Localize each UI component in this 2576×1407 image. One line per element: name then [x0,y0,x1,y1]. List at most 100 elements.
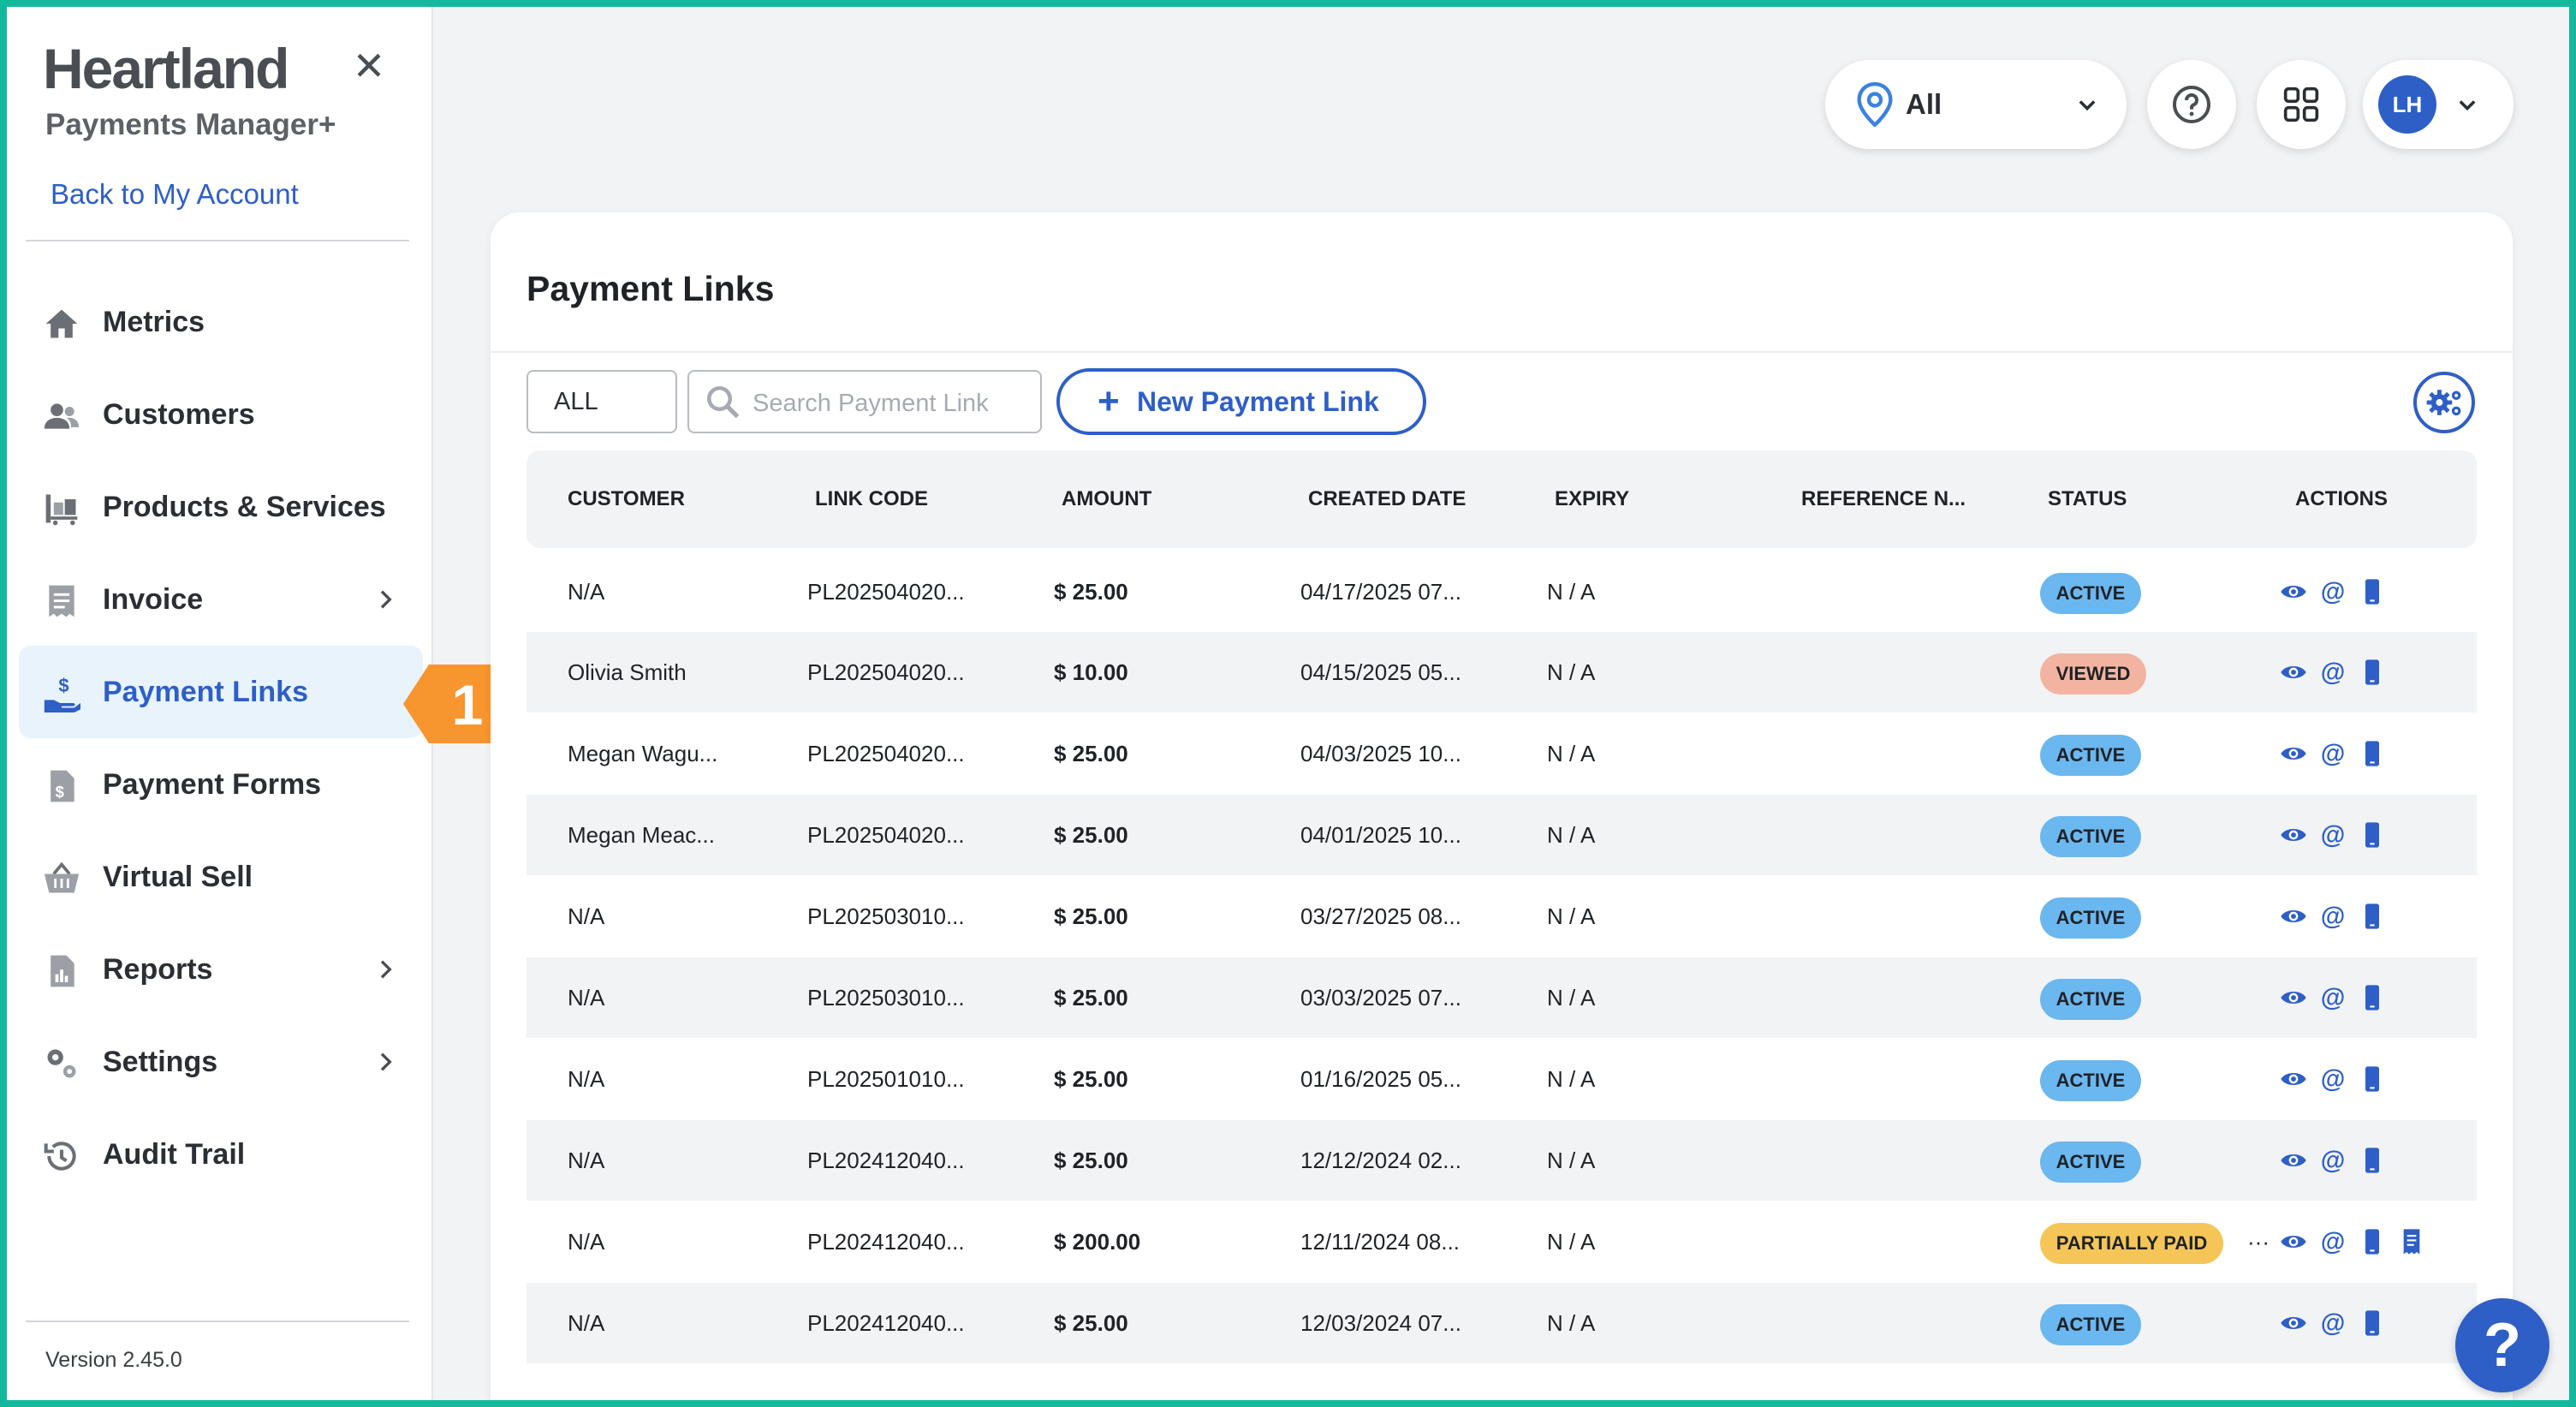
eye-icon[interactable] [2280,659,2307,686]
sidebar-item-invoice[interactable]: Invoice [19,553,423,646]
eye-icon[interactable] [2280,984,2307,1011]
location-select[interactable]: All [1825,60,2127,149]
mobile-phone-icon[interactable] [2359,1147,2386,1174]
email-at-icon[interactable]: @ [2319,740,2347,767]
column-header-customer[interactable]: CUSTOMER [568,487,685,510]
new-payment-link-button[interactable]: + New Payment Link [1056,368,1426,435]
cell-link-code[interactable]: PL202504020... [807,741,965,766]
email-at-icon[interactable]: @ [2319,578,2347,605]
table-row[interactable]: N/A PL202504020... $ 25.00 04/17/2025 07… [527,551,2477,632]
plus-icon: + [1098,380,1120,422]
column-header-reference[interactable]: REFERENCE N... [1801,487,1966,510]
sidebar-item-metrics[interactable]: Metrics [19,276,423,368]
sidebar-item-settings[interactable]: Settings [19,1016,423,1108]
card-divider [491,351,2513,353]
sidebar-item-label: Invoice [103,583,204,616]
sidebar-item-audit-trail[interactable]: Audit Trail [19,1108,423,1201]
mobile-phone-icon[interactable] [2359,740,2386,767]
cell-expiry: N / A [1547,985,1596,1011]
apps-button[interactable] [2257,60,2346,149]
search-input[interactable] [751,384,1028,423]
cell-expiry: N / A [1547,1148,1596,1173]
eye-icon[interactable] [2280,1065,2307,1093]
eye-icon[interactable] [2280,903,2307,930]
table-row[interactable]: Megan Meac... PL202504020... $ 25.00 04/… [527,795,2477,875]
table-settings-button[interactable] [2413,372,2475,433]
table-row[interactable]: N/A PL202412040... $ 25.00 12/12/2024 02… [527,1120,2477,1201]
column-header-amount[interactable]: AMOUNT [1062,487,1152,510]
status-badge: ACTIVE [2040,735,2141,776]
email-at-icon[interactable]: @ [2319,821,2347,849]
eye-icon[interactable] [2280,578,2307,605]
cell-created-date: 03/03/2025 07... [1300,985,1461,1011]
step-callout: 1 [403,665,509,743]
eye-icon[interactable] [2280,740,2307,767]
sidebar-item-virtual-sell[interactable]: Virtual Sell [19,831,423,923]
email-at-icon[interactable]: @ [2319,903,2347,930]
email-at-icon[interactable]: @ [2319,984,2347,1011]
column-header-link-code[interactable]: LINK CODE [815,487,928,510]
mobile-phone-icon[interactable] [2359,1065,2386,1093]
mobile-phone-icon[interactable] [2359,903,2386,930]
mobile-phone-icon[interactable] [2359,1309,2386,1337]
cell-link-code[interactable]: PL202412040... [807,1310,965,1336]
email-at-icon[interactable]: @ [2319,659,2347,686]
history-icon [44,1142,76,1171]
sidebar-item-payment-forms[interactable]: $ Payment Forms [19,738,423,831]
cell-created-date: 04/17/2025 07... [1300,579,1461,605]
table-row[interactable]: N/A PL202412040... $ 200.00 12/11/2024 0… [527,1201,2477,1282]
cell-amount: $ 25.00 [1054,579,1128,605]
help-chat-button[interactable]: ? [2455,1298,2549,1392]
column-header-expiry[interactable]: EXPIRY [1555,487,1630,510]
table-row[interactable]: N/A PL202503010... $ 25.00 03/27/2025 08… [527,876,2477,957]
cell-link-code[interactable]: PL202501010... [807,1066,965,1092]
table-row[interactable]: N/A PL202503010... $ 25.00 03/03/2025 07… [527,957,2477,1038]
cell-link-code[interactable]: PL202503010... [807,985,965,1011]
sidebar-item-label: Settings [103,1046,218,1078]
eye-icon[interactable] [2280,1309,2307,1337]
email-at-icon[interactable]: @ [2319,1228,2347,1255]
eye-icon[interactable] [2280,821,2307,849]
table-row[interactable]: N/A PL202501010... $ 25.00 01/16/2025 05… [527,1039,2477,1119]
email-at-icon[interactable]: @ [2319,1065,2347,1093]
mobile-phone-icon[interactable] [2359,821,2386,849]
row-actions: @ [2280,739,2386,768]
table-row[interactable]: Olivia Smith PL202504020... $ 10.00 04/1… [527,632,2477,712]
email-at-icon[interactable]: @ [2319,1309,2347,1337]
eye-icon[interactable] [2280,1228,2307,1255]
sidebar-item-payment-links[interactable]: $ Payment Links [19,646,423,738]
user-menu[interactable]: LH [2363,60,2514,149]
back-to-account-link[interactable]: Back to My Account [51,178,299,210]
payment-forms-icon: $ [51,770,74,802]
close-icon[interactable]: ✕ [352,44,386,88]
sidebar-item-products[interactable]: Products & Services [19,461,423,553]
cell-created-date: 03/27/2025 08... [1300,903,1461,929]
receipt-icon[interactable] [2398,1228,2425,1255]
cell-link-code[interactable]: PL202504020... [807,659,965,685]
sidebar-item-reports[interactable]: Reports [19,923,423,1016]
status-badge: ACTIVE [2040,573,2141,614]
svg-text:@: @ [2321,740,2346,767]
mobile-phone-icon[interactable] [2359,1228,2386,1255]
column-header-created-date[interactable]: CREATED DATE [1308,487,1466,510]
help-button[interactable] [2147,60,2236,149]
mobile-phone-icon[interactable] [2359,659,2386,686]
status-filter-select[interactable]: ALL [527,370,677,433]
table-row[interactable]: Megan Wagu... PL202504020... $ 25.00 04/… [527,713,2477,794]
cell-link-code[interactable]: PL202412040... [807,1229,965,1255]
sidebar-item-customers[interactable]: Customers [19,368,423,461]
mobile-phone-icon[interactable] [2359,578,2386,605]
mobile-phone-icon[interactable] [2359,984,2386,1011]
cell-link-code[interactable]: PL202504020... [807,822,965,848]
cell-link-code[interactable]: PL202412040... [807,1148,965,1173]
eye-icon[interactable] [2280,1147,2307,1174]
cell-link-code[interactable]: PL202504020... [807,579,965,605]
cell-link-code[interactable]: PL202503010... [807,903,965,929]
cell-created-date: 04/01/2025 10... [1300,822,1461,848]
search-field[interactable] [687,370,1042,433]
cell-created-date: 12/03/2024 07... [1300,1310,1461,1336]
cell-expiry: N / A [1547,822,1596,848]
table-row[interactable]: N/A PL202412040... $ 25.00 12/03/2024 07… [527,1283,2477,1363]
email-at-icon[interactable]: @ [2319,1147,2347,1174]
column-header-status[interactable]: STATUS [2048,487,2127,510]
